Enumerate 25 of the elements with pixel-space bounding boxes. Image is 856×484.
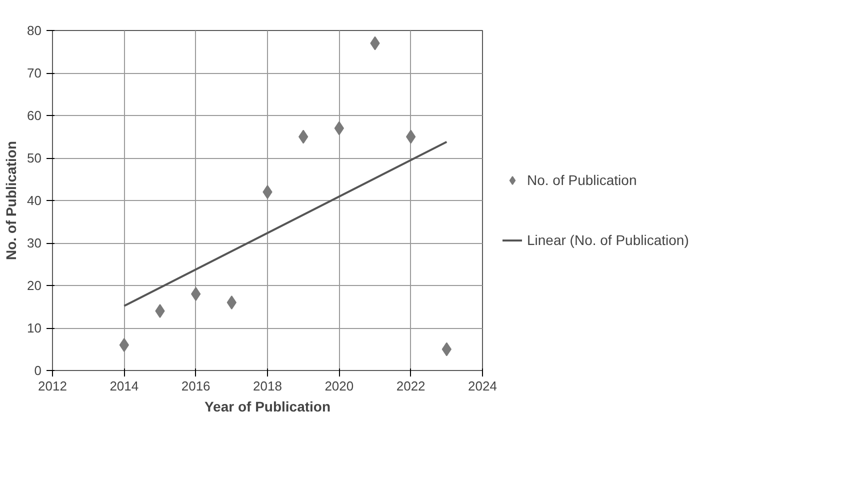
y-tick-label: 10 bbox=[27, 320, 42, 336]
x-tick-label: 2020 bbox=[324, 378, 354, 394]
x-tick-label: 2024 bbox=[468, 378, 497, 394]
y-tick-label: 40 bbox=[27, 193, 42, 208]
x-tick-label: 2012 bbox=[38, 378, 67, 394]
y-tick-label: 50 bbox=[27, 150, 42, 166]
point bbox=[119, 338, 129, 352]
point bbox=[226, 296, 236, 310]
y-tick-label: 20 bbox=[27, 278, 42, 293]
point bbox=[191, 287, 201, 301]
y-tick-label: 70 bbox=[27, 66, 42, 80]
y-tick-label: 0 bbox=[34, 363, 42, 378]
point bbox=[155, 304, 165, 318]
x-tick-label: 2014 bbox=[110, 378, 139, 394]
x-axis-title: Year of Publication bbox=[204, 398, 331, 414]
x-tick-label: 2022 bbox=[396, 378, 426, 394]
x-tick-label: 2018 bbox=[253, 378, 282, 394]
y-tick-label: 60 bbox=[27, 108, 42, 123]
y-tick-label: 30 bbox=[27, 236, 42, 250]
y-axis-title: No. of Publication bbox=[3, 140, 20, 260]
x-tick-label: 2016 bbox=[181, 378, 210, 394]
point bbox=[262, 185, 272, 199]
legend-label: Linear (No. of Publication) bbox=[527, 232, 689, 248]
legend-label: No. of Publication bbox=[527, 172, 637, 188]
y-tick-label: 80 bbox=[27, 23, 42, 38]
